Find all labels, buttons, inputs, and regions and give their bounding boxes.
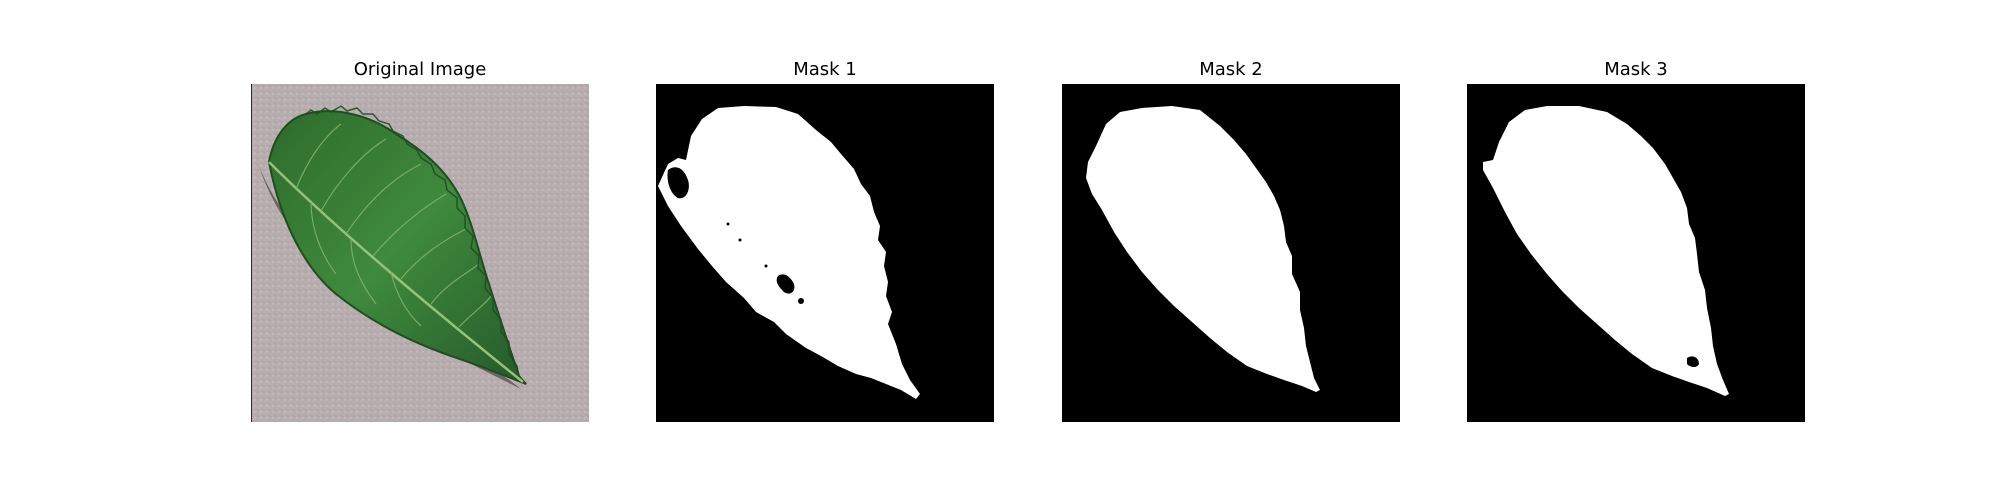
mask-1-hole	[667, 167, 689, 199]
mask-2-panel: Mask 2	[1062, 58, 1400, 422]
mask-3-image	[1467, 84, 1805, 422]
original-image-title: Original Image	[353, 59, 487, 80]
mask-1-panel: Mask 1	[656, 58, 994, 422]
mask-3-region	[1483, 106, 1729, 396]
mask-1-image	[656, 84, 994, 422]
mask-1-title: Mask 1	[793, 59, 857, 80]
original-image-panel: Original Image	[251, 58, 589, 422]
mask-1-hole	[776, 274, 795, 294]
original-leaf-photo	[251, 84, 589, 422]
mask-1-region	[658, 106, 920, 399]
mask-2-title: Mask 2	[1199, 59, 1263, 80]
mask-3-title: Mask 3	[1604, 59, 1668, 80]
mask-3-hole	[1687, 356, 1699, 367]
leaf-midrib	[268, 161, 524, 383]
leaf-veins	[295, 123, 492, 328]
mask-2-image	[1062, 84, 1400, 422]
leaf	[267, 110, 527, 385]
mask-2-region	[1086, 106, 1320, 392]
mask-3-panel: Mask 3	[1467, 58, 1805, 422]
